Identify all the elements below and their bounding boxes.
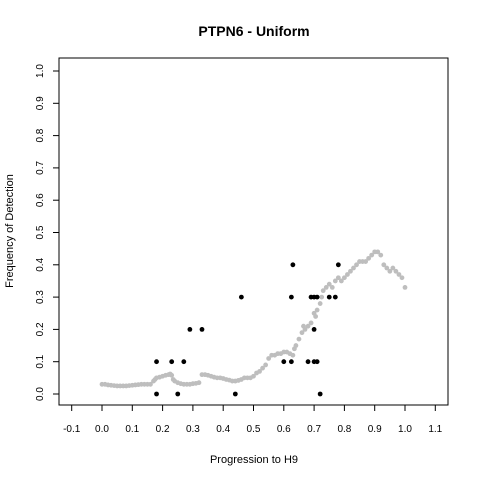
smoothed-point xyxy=(290,352,296,358)
smoothed-point xyxy=(378,252,384,258)
observed-point xyxy=(317,391,323,397)
y-tick-label: 1.0 xyxy=(35,64,46,78)
x-tick-label: 0.0 xyxy=(95,424,109,435)
smoothed-point xyxy=(169,372,175,378)
observed-point xyxy=(311,327,317,332)
x-tick-label: 1.1 xyxy=(428,424,442,435)
observed-point xyxy=(281,359,287,365)
smoothed-point xyxy=(148,381,153,387)
y-tick-label: 0.7 xyxy=(35,161,46,175)
observed-point xyxy=(232,391,238,397)
observed-point xyxy=(288,359,294,365)
observed-point xyxy=(199,327,205,332)
smoothed-point xyxy=(313,314,319,319)
smoothed-point xyxy=(396,272,402,277)
smoothed-point xyxy=(263,362,269,368)
observed-point xyxy=(305,359,311,365)
smoothed-point xyxy=(266,356,272,361)
smoothed-point xyxy=(387,268,393,274)
x-tick-label: 0.2 xyxy=(156,424,170,435)
smoothed-point xyxy=(260,365,265,371)
y-tick-label: 0.8 xyxy=(35,128,46,142)
observed-point xyxy=(290,262,296,268)
observed-point xyxy=(169,359,175,365)
observed-point xyxy=(314,294,320,300)
observed-point xyxy=(181,359,187,365)
smoothed-point xyxy=(338,278,344,284)
chart-title: PTPN6 - Uniform xyxy=(198,23,309,39)
smoothed-point xyxy=(251,373,256,379)
y-tick-label: 0.1 xyxy=(35,354,46,368)
y-tick-label: 0.0 xyxy=(35,387,46,401)
observed-point xyxy=(154,391,159,397)
smoothed-point xyxy=(299,330,305,336)
smoothed-point xyxy=(363,259,369,264)
smoothed-point xyxy=(257,368,262,374)
smoothed-point xyxy=(317,301,323,306)
smoothed-point xyxy=(319,294,325,300)
smoothed-point xyxy=(305,323,311,329)
x-tick-label: 0.5 xyxy=(247,424,261,435)
observed-point xyxy=(326,294,332,300)
y-axis: 0.0 0.1 0.2 0.3 0.4 0.5 0.6 0.7 0.8 0.9 1.0 xyxy=(35,64,59,401)
x-tick-label: 0.1 xyxy=(125,424,139,435)
smoothed-point xyxy=(320,288,326,294)
y-tick-label: 0.9 xyxy=(35,96,46,110)
smoothed-point xyxy=(381,262,387,268)
x-tick-label: 0.8 xyxy=(337,424,351,435)
observed-point xyxy=(288,294,294,300)
smoothed-point xyxy=(329,285,335,290)
y-axis-title: Frequency of Detection xyxy=(4,174,16,288)
smoothed-point xyxy=(326,281,332,287)
smoothed-point xyxy=(196,380,202,386)
x-tick-label: 0.6 xyxy=(277,424,291,435)
smoothed-point xyxy=(345,272,350,277)
smoothed-point xyxy=(323,285,329,290)
smoothed-point xyxy=(296,336,302,342)
smoothed-point xyxy=(351,265,356,271)
y-tick-label: 0.5 xyxy=(35,225,46,239)
smoothed-series xyxy=(99,249,408,389)
smoothed-point xyxy=(342,275,347,281)
x-tick-label: 0.3 xyxy=(186,424,200,435)
observed-point xyxy=(314,359,320,365)
smoothed-point xyxy=(375,249,381,255)
y-tick-label: 0.2 xyxy=(35,322,46,336)
x-axis: -0.1 0.0 0.1 0.2 0.3 0.4 0.5 0.6 0.7 0.8 0.9 1.0 1.1 xyxy=(63,405,443,435)
smoothed-point xyxy=(390,265,396,271)
x-tick-label: 1.0 xyxy=(398,424,412,435)
y-tick-label: 0.4 xyxy=(35,257,46,271)
smoothed-point xyxy=(293,343,299,348)
smoothed-point xyxy=(302,327,308,332)
smoothed-point xyxy=(335,275,341,281)
smoothed-point xyxy=(332,278,338,284)
y-tick-label: 0.3 xyxy=(35,290,46,304)
x-tick-label: 0.9 xyxy=(368,424,382,435)
smoothed-point xyxy=(369,252,375,258)
x-tick-label: 0.4 xyxy=(216,424,230,435)
observed-point xyxy=(335,262,341,268)
y-tick-label: 0.6 xyxy=(35,193,46,207)
smoothed-point xyxy=(402,285,408,290)
observed-point xyxy=(332,294,338,300)
smoothed-point xyxy=(354,262,359,268)
smoothed-point xyxy=(399,275,405,281)
observed-point xyxy=(175,391,181,397)
smoothed-point xyxy=(348,268,353,274)
smoothed-point xyxy=(384,265,390,271)
x-axis-title: Progression to H9 xyxy=(210,454,298,466)
observed-point xyxy=(187,327,193,332)
smoothed-point xyxy=(308,320,314,326)
data-points xyxy=(99,249,408,397)
observed-point xyxy=(238,294,244,300)
smoothed-point xyxy=(366,255,372,261)
x-tick-label: -0.1 xyxy=(63,424,81,435)
smoothed-point xyxy=(314,307,320,313)
observed-point xyxy=(154,359,159,365)
smoothed-point xyxy=(393,268,399,274)
observed-series xyxy=(154,262,341,397)
x-tick-label: 0.7 xyxy=(307,424,321,435)
